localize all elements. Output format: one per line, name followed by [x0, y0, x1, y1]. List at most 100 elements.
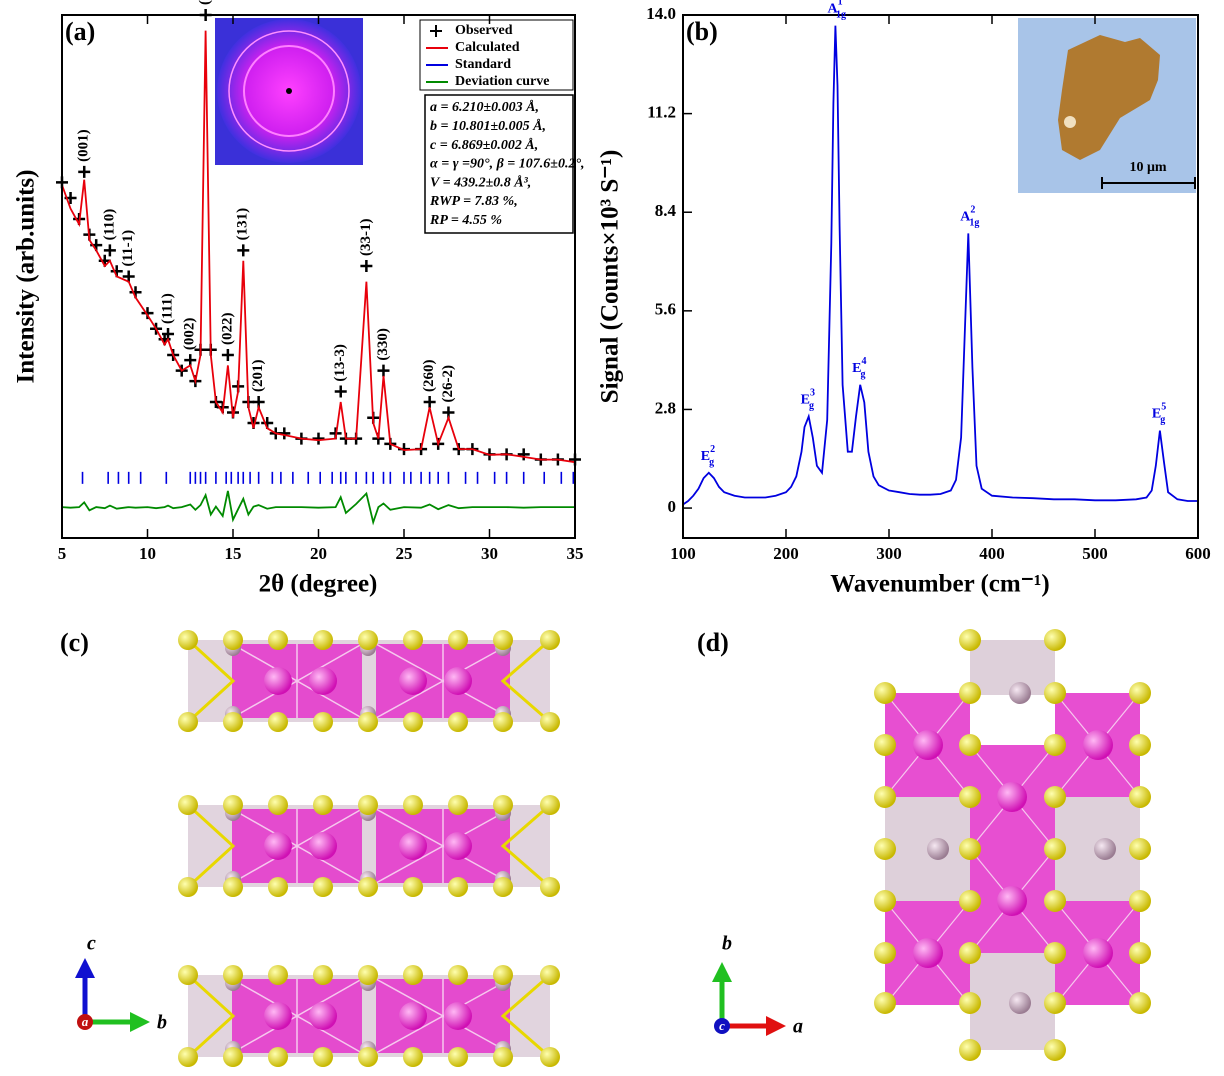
peak-label: (002) [182, 318, 198, 351]
data-point [423, 396, 436, 409]
metal-atoms [913, 730, 1113, 968]
peak-label: E3 g [801, 388, 815, 412]
peak-label-sub: 1g [836, 10, 846, 21]
peak-label: (201) [250, 360, 266, 393]
peak-label: (260) [421, 360, 437, 393]
peak-label-sub: g [709, 457, 714, 468]
peak-label: (130) [197, 0, 213, 5]
peak-label-base: E [852, 361, 861, 376]
peak-label-sup: 2 [710, 444, 715, 455]
diffraction-ring [243, 45, 335, 137]
x-tick-label: 15 [225, 544, 242, 563]
peak-label-base: A [827, 2, 838, 17]
crystal-flake [1058, 35, 1160, 160]
axis-label: a [793, 1016, 803, 1038]
structure-layer [176, 963, 562, 1069]
axis-arrowhead [766, 1016, 786, 1036]
axis-origin [77, 1014, 93, 1030]
peak-label-sub: g [809, 401, 814, 412]
legend-label: Deviation curve [455, 74, 549, 89]
x-axis-label: Wavenumber (cm⁻¹) [830, 571, 1050, 598]
peak-label: A1 1g [827, 0, 846, 21]
axis-label: c [719, 1018, 725, 1033]
legend-symbol [430, 25, 442, 37]
fit-parameter: a = 6.210±0.003 Å, [430, 99, 539, 115]
peak-label: (11-1) [120, 230, 136, 267]
panel-label: (a) [65, 17, 95, 46]
peak-label-base: E [801, 393, 810, 408]
x-tick-label: 500 [1082, 544, 1108, 563]
peak-label-sup: 3 [810, 388, 815, 399]
data-line [61, 30, 576, 464]
fit-box [424, 94, 574, 234]
x-axis-label: 2θ (degree) [259, 571, 378, 598]
peak-label-sup: 2 [970, 205, 975, 216]
peak-label: E4 g [852, 356, 866, 380]
axis-label: b [722, 933, 732, 955]
sulfur-atoms [874, 629, 1151, 1061]
peak-label: (13-3) [332, 344, 348, 382]
peak-label: (111) [159, 293, 175, 324]
y-tick-label: 5.6 [655, 300, 676, 319]
x-tick-label: 400 [979, 544, 1005, 563]
peak-label: (330) [375, 328, 391, 361]
axis-label: c [87, 933, 96, 955]
x-tick-label: 200 [773, 544, 799, 563]
structure-layer [176, 793, 562, 899]
panel-label: (b) [686, 17, 718, 46]
peak-label-sub: g [1160, 415, 1165, 426]
data-point [141, 307, 154, 320]
beam-stop [286, 88, 292, 94]
y-tick-label: 11.2 [647, 103, 676, 122]
legend-box [419, 19, 574, 91]
peak-label: (26-2) [440, 365, 456, 403]
axis-origin [714, 1018, 730, 1034]
diffraction-ring [228, 30, 350, 152]
peak-label-sub: 1g [969, 218, 979, 229]
data-point [184, 354, 197, 367]
fit-parameter: α = γ =90°, β = 107.6±0.2°, [430, 157, 585, 172]
data-point [237, 244, 250, 257]
peak-label: (110) [101, 209, 117, 241]
peak-label: A2 1g [960, 205, 979, 229]
fit-parameter: RP = 4.55 % [429, 213, 502, 228]
x-tick-label: 20 [310, 544, 327, 563]
peak-label-sup: 1 [838, 0, 843, 8]
panel-label: (d) [697, 628, 729, 657]
x-tick-label: 600 [1185, 544, 1211, 563]
axis-label: a [82, 1014, 89, 1029]
peak-label: (022) [219, 312, 235, 345]
data-line [682, 25, 1198, 506]
minor-atoms [927, 682, 1116, 1014]
y-tick-label: 0 [668, 497, 677, 516]
scale-bar-label: 10 μm [1129, 160, 1166, 175]
y-axis-label: Signal (Counts×10³ S⁻¹) [597, 150, 624, 404]
x-tick-label: 5 [58, 544, 67, 563]
peak-label-base: A [960, 210, 971, 225]
plot-frame [61, 14, 576, 539]
axis-arrowhead [130, 1012, 150, 1032]
plot-frame [682, 14, 1199, 539]
legend-label: Standard [455, 57, 511, 72]
peak-label-sub: g [861, 369, 866, 380]
peak-label-base: E [1152, 407, 1161, 422]
peak-label-sup: 5 [1161, 402, 1166, 413]
reflection [1064, 116, 1076, 128]
fit-parameter: RWP = 7.83 %, [429, 194, 518, 209]
data-point [221, 348, 234, 361]
peak-label: (33-1) [358, 219, 374, 257]
x-tick-label: 30 [481, 544, 498, 563]
x-tick-label: 25 [396, 544, 413, 563]
y-tick-label: 14.0 [646, 4, 676, 23]
y-axis-label: Intensity (arb.units) [13, 170, 40, 384]
axis-arrowhead [75, 958, 95, 978]
y-tick-label: 8.4 [655, 201, 677, 220]
data-point [377, 364, 390, 377]
scale-bar [1101, 177, 1196, 189]
axis-arrowhead [712, 962, 732, 982]
y-tick-label: 2.8 [655, 398, 676, 417]
axis-label: b [157, 1012, 167, 1034]
peak-label-sup: 4 [862, 356, 867, 367]
legend-label: Calculated [455, 40, 520, 55]
